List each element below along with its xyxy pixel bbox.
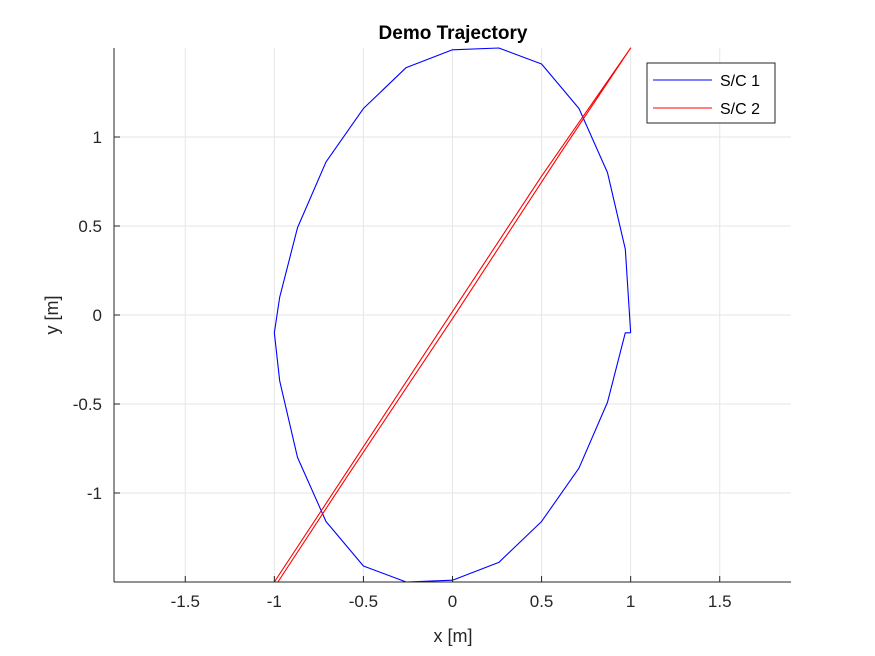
- x-tick-label: -1: [267, 592, 282, 611]
- x-tick-labels: -1.5 -1 -0.5 0 0.5 1 1.5: [171, 592, 732, 611]
- plot-series: [273, 47, 632, 583]
- y-tick-labels: -1 -0.5 0 0.5 1: [73, 128, 102, 503]
- x-tick-label: 1.5: [708, 592, 732, 611]
- y-tick-label: -0.5: [73, 395, 102, 414]
- x-tick-label: 0: [448, 592, 457, 611]
- y-axis-label: y [m]: [42, 296, 62, 335]
- x-tick-label: -0.5: [349, 592, 378, 611]
- series-line-2: [273, 47, 632, 583]
- y-tick-label: 0: [93, 306, 102, 325]
- y-tick-label: 0.5: [78, 217, 102, 236]
- legend: S/C 1 S/C 2: [646, 62, 776, 124]
- legend-box: [646, 62, 776, 124]
- series-line-1: [273, 47, 632, 583]
- chart-title: Demo Trajectory: [379, 23, 528, 44]
- y-tick-label: -1: [87, 484, 102, 503]
- x-tick-label: -1.5: [171, 592, 200, 611]
- y-tick-label: 1: [93, 128, 102, 147]
- legend-label-sc2: S/C 2: [720, 101, 760, 118]
- tick-marks: [114, 136, 721, 582]
- x-axis-label: x [m]: [434, 626, 473, 646]
- grid-lines: [114, 48, 791, 582]
- x-tick-label: 0.5: [530, 592, 554, 611]
- legend-label-sc1: S/C 1: [720, 73, 760, 90]
- x-tick-label: 1: [626, 592, 635, 611]
